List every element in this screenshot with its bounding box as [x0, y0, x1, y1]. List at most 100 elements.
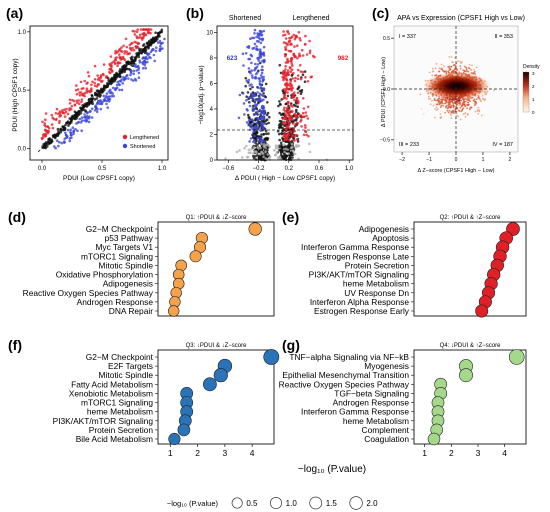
shortened-point [105, 92, 109, 95]
lengthened-point [296, 91, 300, 95]
shortened-point [105, 99, 109, 103]
gene-point [459, 106, 462, 109]
gene-point [436, 103, 439, 106]
gene-point [477, 96, 479, 99]
gene-point [445, 70, 448, 72]
shortened-point [159, 42, 163, 45]
lengthened-point [289, 36, 293, 40]
unchanged-point [50, 138, 53, 141]
shortened-point [253, 68, 256, 72]
shortened-point [259, 50, 262, 54]
panel-b-shortened-count: 623 [227, 55, 238, 62]
lengthened-point [291, 109, 294, 113]
nonsignificant-point [250, 148, 253, 151]
lengthened-point [308, 39, 311, 43]
nonsignificant-point [266, 153, 270, 156]
lengthened-point [286, 42, 289, 46]
unchanged-point [268, 115, 271, 119]
lengthened-point [45, 132, 48, 136]
lengthened-point [149, 31, 152, 35]
shortened-point [242, 102, 246, 105]
lengthened-point [78, 91, 81, 94]
panel-label-a: (a) [6, 5, 23, 21]
shortened-point [253, 113, 256, 116]
lengthened-point [68, 102, 72, 105]
lengthened-point [282, 135, 285, 138]
unchanged-point [244, 84, 247, 88]
unchanged-point [267, 121, 271, 125]
panel-f-category-label: Protein Secretion [89, 425, 154, 435]
unchanged-point [256, 143, 259, 146]
lengthened-point [131, 46, 134, 50]
shortened-point [259, 112, 263, 115]
unchanged-point [91, 100, 94, 103]
panel-e-category-label: Apoptosis [372, 233, 409, 243]
unchanged-point [262, 132, 266, 136]
unchanged-point [49, 141, 53, 145]
lengthened-point [287, 40, 291, 43]
gene-point [470, 69, 472, 71]
lengthened-point [284, 117, 288, 120]
panel-d-category-label: Adipogenesis [103, 279, 153, 289]
shortened-point [251, 106, 255, 110]
unchanged-point [289, 102, 293, 105]
lengthened-point [282, 108, 286, 111]
gene-point [450, 66, 453, 68]
nonsignificant-point [262, 143, 266, 146]
lengthened-point [302, 107, 306, 110]
gene-point [433, 99, 436, 101]
lengthened-point [50, 123, 54, 126]
lengthened-point [306, 117, 310, 120]
lengthened-point [63, 115, 67, 118]
panel-e-category-label: Estrogen Response Early [314, 306, 410, 316]
shortened-point [110, 94, 114, 98]
panel-d-category-label: Myc Targets V1 [95, 242, 153, 252]
gene-point [456, 114, 458, 117]
lengthened-point [308, 49, 312, 53]
lengthened-point [125, 45, 129, 49]
lengthened-point [285, 110, 289, 114]
panel-f-xtick-label: 4 [250, 448, 255, 458]
lengthened-point [283, 106, 286, 109]
lengthened-point [304, 76, 307, 79]
unchanged-point [281, 155, 285, 159]
lengthened-point [118, 53, 121, 56]
panel-g-category-label: Interferon Gamma Response [301, 407, 409, 417]
lengthened-point [283, 53, 287, 56]
unchanged-point [278, 63, 282, 67]
lengthened-point [70, 105, 74, 108]
unchanged-point [121, 67, 125, 71]
shortened-point [256, 118, 260, 122]
panel-a-ytick-label: 1.0 [18, 30, 27, 36]
lengthened-point [78, 102, 81, 105]
panel-a: PDUI (High CPSF1 copy) 0.0 0.5 1.0 0.0 0.5 1.… [12, 25, 169, 182]
shortened-point [260, 93, 264, 97]
shortened-point [262, 75, 265, 79]
lengthened-point [83, 79, 86, 83]
lengthened-point [75, 101, 79, 105]
lengthened-point [135, 46, 138, 50]
lengthened-point [284, 45, 287, 49]
gene-point [441, 98, 443, 101]
lengthened-point [293, 139, 296, 142]
lengthened-point [122, 44, 125, 48]
gene-point [453, 105, 455, 108]
lengthened-point [291, 93, 295, 96]
panel-c-xtick-label: 0 [455, 157, 458, 163]
lengthened-point [133, 40, 137, 44]
lengthened-point [285, 106, 289, 110]
lengthened-point [100, 80, 103, 84]
gene-point [468, 63, 471, 66]
gene-point [447, 111, 450, 114]
unchanged-point [252, 154, 255, 158]
panel-b-axes: −0.6 −0.2 0.2 0.6 1.0 0 2 4 6 8 10 [206, 30, 354, 172]
shortened-point [80, 116, 84, 119]
lengthened-point [75, 92, 79, 96]
unchanged-point [68, 122, 71, 125]
lengthened-point [44, 125, 48, 128]
panel-a-ytick-label: 0.0 [18, 146, 27, 152]
shortened-point [254, 126, 258, 129]
lengthened-point [50, 113, 54, 117]
gene-point [447, 101, 450, 104]
gene-point [440, 67, 442, 69]
